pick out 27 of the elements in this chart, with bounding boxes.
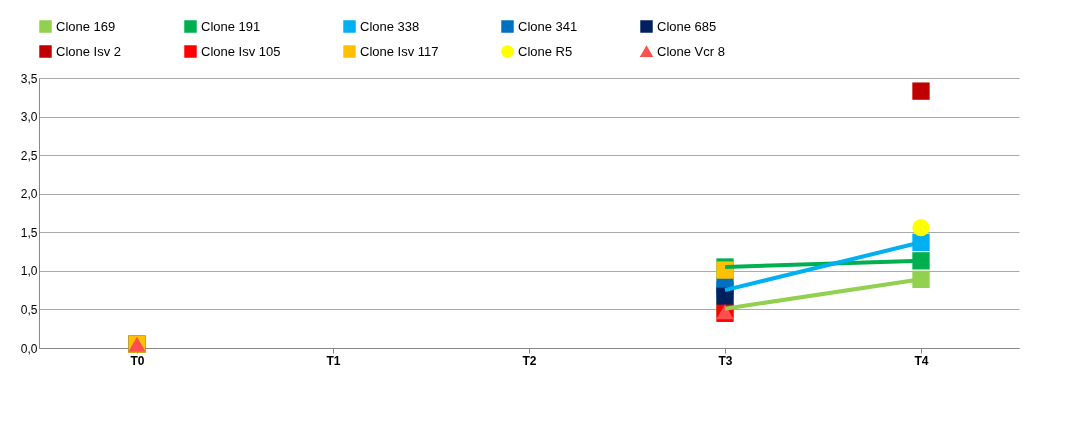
legend-label: Clone 338: [360, 18, 420, 34]
legend-label: Clone Isv 2: [56, 43, 122, 59]
legend-label: Clone Isv 117: [360, 43, 439, 59]
legend-label: Clone Isv 105: [201, 43, 281, 59]
y-tick-label: 3,5: [20, 71, 38, 86]
point: [912, 270, 930, 288]
y-tick-label: 0,5: [20, 302, 38, 317]
legend-label: Clone 341: [518, 18, 578, 34]
y-tick-label: 3,0: [20, 110, 38, 125]
y-tick-label: 2,0: [20, 187, 38, 202]
x-tick-label: T4: [914, 353, 929, 368]
legend-label: Clone 685: [657, 18, 717, 34]
x-tick-label: T3: [718, 353, 733, 368]
legend-label: Clone 169: [56, 18, 116, 34]
legend-label: Clone 191: [201, 18, 261, 34]
x-tick-label: T0: [130, 353, 145, 368]
y-tick-label: 1,5: [20, 225, 38, 240]
legend-label: Clone Vcr 8: [657, 43, 725, 59]
y-tick-label: 1,0: [20, 264, 38, 279]
x-tick-label: T2: [522, 353, 537, 368]
point: [912, 219, 930, 237]
y-tick-label: 2,5: [20, 148, 38, 163]
legend-label: Clone R5: [518, 43, 573, 59]
y-tick-label: 0,0: [20, 341, 38, 356]
point: [912, 82, 930, 100]
x-tick-label: T1: [326, 353, 341, 368]
point: [912, 252, 930, 270]
